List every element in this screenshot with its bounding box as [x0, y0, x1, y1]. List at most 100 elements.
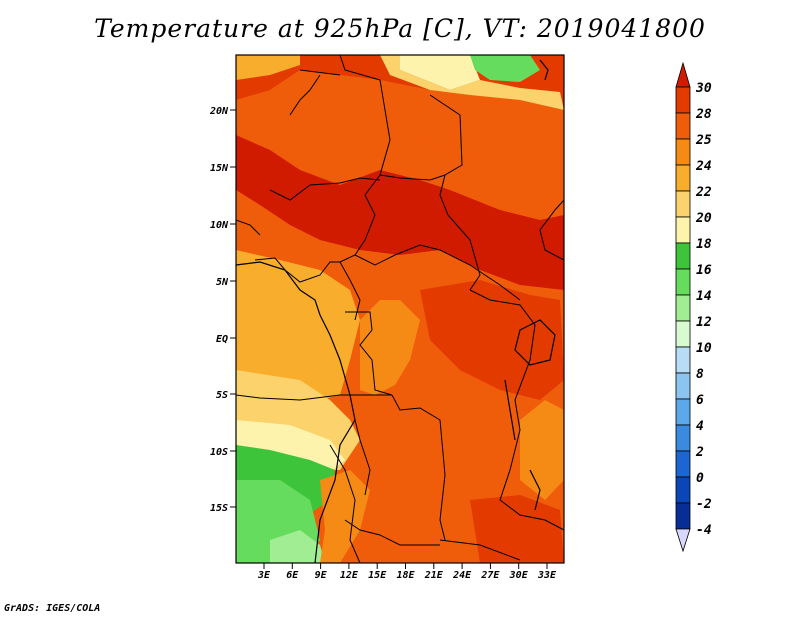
- colorbar-swatch: [675, 190, 691, 218]
- lake-outline: [539, 59, 549, 81]
- map-title: Temperature at 925hPa [C], VT: 201904180…: [94, 14, 706, 43]
- border-line: [345, 311, 393, 396]
- border-line: [391, 394, 446, 541]
- lat-label: 5S: [216, 390, 228, 401]
- lon-label: 30E: [509, 570, 529, 581]
- lon-label: 9E: [315, 570, 328, 581]
- colorbar-swatch: [675, 502, 691, 530]
- lon-label: 6E: [286, 570, 299, 581]
- colorbar-label: 25: [695, 133, 712, 148]
- border-line: [339, 261, 361, 321]
- lon-label: 27E: [480, 570, 500, 581]
- border-line: [299, 69, 341, 76]
- lon-label: 15E: [368, 570, 387, 581]
- field-central-warm: [360, 300, 420, 395]
- lake-outline: [504, 379, 516, 441]
- colorbar-swatch: [675, 242, 691, 270]
- colorbar-swatch: [675, 86, 691, 114]
- colorbar-label: 0: [696, 471, 704, 486]
- colorbar-swatch: [675, 138, 691, 166]
- colorbar-swatch: [675, 320, 691, 348]
- border-line: [235, 219, 261, 236]
- lon-label: 24E: [452, 570, 472, 581]
- colorbar-swatch: [675, 372, 691, 400]
- border-line: [469, 289, 536, 501]
- colorbar-swatch: [675, 346, 691, 374]
- colorbar-bottom-arrow: [675, 528, 691, 553]
- lat-label: 10N: [210, 220, 229, 231]
- field-central-hot: [420, 280, 564, 400]
- border-line: [499, 499, 565, 531]
- border-line: [289, 74, 321, 116]
- latitude-axis: 20N 15N 10N 5N EQ 5S 10S 15S: [209, 106, 236, 514]
- lon-label: 12E: [340, 570, 359, 581]
- field-east-african-cool: [520, 400, 564, 500]
- lat-label: 10S: [210, 447, 228, 458]
- border-line: [269, 177, 381, 201]
- colorbar-label: 18: [696, 237, 712, 252]
- colorbar-label: 30: [695, 81, 712, 96]
- map-field: [236, 55, 564, 563]
- field-north-peak: [400, 55, 480, 90]
- colorbar-label: 8: [696, 367, 704, 382]
- colorbar-swatch: [675, 268, 691, 296]
- border-line: [439, 539, 521, 561]
- border-line: [254, 257, 340, 283]
- border-line: [329, 444, 361, 564]
- colorbar-label: 12: [696, 315, 712, 330]
- border-line: [354, 244, 521, 301]
- colorbar-label: 28: [695, 107, 712, 122]
- lat-label: 15S: [210, 503, 228, 514]
- grads-credit: GrADS: IGES/COLA: [4, 603, 101, 614]
- field-sahara-warm: [270, 70, 564, 175]
- lake-outline: [514, 319, 556, 366]
- colorbar-label: 22: [695, 185, 712, 200]
- field-northwest-cool: [236, 55, 300, 80]
- colorbar-label: 16: [696, 263, 712, 278]
- colorbar-swatch: [675, 112, 691, 140]
- colorbar-label: -4: [696, 523, 712, 538]
- field-southeast-warm: [470, 495, 564, 563]
- colorbar-label: 10: [696, 341, 712, 356]
- colorbar-label: 4: [696, 419, 704, 434]
- lat-label: 15N: [210, 163, 229, 174]
- field-north-cool: [470, 55, 540, 82]
- border-line: [354, 419, 371, 496]
- border-line: [344, 519, 440, 546]
- colorbar-label: 6: [696, 393, 704, 408]
- field-southwest-palegreen: [270, 530, 325, 563]
- colorbar-swatch: [675, 398, 691, 426]
- lat-label: 20N: [209, 106, 229, 117]
- lake-outline: [529, 469, 541, 511]
- field-southwest-coastal-warm: [320, 470, 370, 563]
- colorbar-swatch: [675, 216, 691, 244]
- border-line: [235, 394, 341, 401]
- lon-label: 33E: [537, 570, 557, 581]
- colorbar-label: 14: [696, 289, 712, 304]
- border-line: [429, 94, 481, 291]
- lon-label: 21E: [424, 570, 444, 581]
- lat-label: EQ: [216, 334, 228, 345]
- border-line: [379, 174, 446, 181]
- colorbar-swatch: [675, 424, 691, 452]
- coastline-features: [235, 59, 556, 564]
- field-band-sahel-hot: [236, 135, 564, 290]
- lat-label: 5N: [216, 277, 229, 288]
- country-borders: [235, 54, 565, 564]
- longitude-axis: 3E 6E 9E 12E 15E 18E 21E 24E 27E 30E 33E: [257, 563, 557, 581]
- border-line: [339, 54, 391, 263]
- map-frame: [235, 54, 565, 564]
- coastline: [235, 261, 356, 564]
- colorbar-swatch: [675, 476, 691, 504]
- colorbar-top-arrow: [675, 61, 691, 88]
- colorbar-label: 20: [695, 211, 712, 226]
- colorbar-swatch: [675, 450, 691, 478]
- colorbar-label: 2: [695, 445, 704, 460]
- lon-label: 18E: [396, 570, 415, 581]
- colorbar-label: -2: [696, 497, 712, 512]
- border-line: [539, 199, 565, 261]
- colorbar-swatch: [675, 294, 691, 322]
- field-north-mild: [380, 55, 564, 110]
